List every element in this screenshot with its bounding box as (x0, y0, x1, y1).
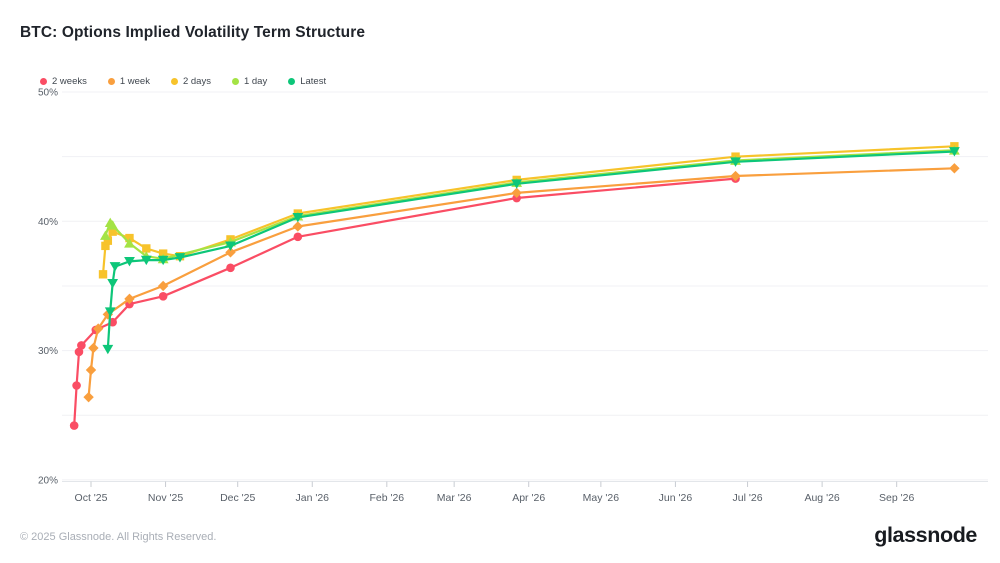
x-tick-label-oct-25: Oct '25 (75, 492, 108, 504)
series-latest (102, 147, 960, 355)
data-point-1-week (85, 364, 97, 376)
x-tick-label-apr-26: Apr '26 (512, 492, 545, 504)
data-point-latest (124, 256, 135, 267)
x-tick-label-aug-26: Aug '26 (804, 492, 839, 504)
series-2-weeks (69, 174, 740, 430)
legend-dot-latest (288, 78, 296, 85)
series-1-week (83, 163, 960, 403)
legend-label-1-week: 1 week (119, 76, 150, 87)
data-point-latest (157, 255, 169, 266)
copyright-text: © 2025 Glassnode. All Rights Reserved. (20, 531, 217, 543)
y-tick-label-20: 20% (38, 475, 58, 486)
data-point-1-week (225, 247, 236, 258)
legend-item-2-weeks[interactable]: 2 weeks (40, 76, 87, 87)
legend-dot-1-day (231, 78, 239, 85)
data-point-latest (102, 344, 114, 355)
series-2-days (98, 142, 959, 279)
x-tick-label-nov-25: Nov '25 (148, 492, 183, 504)
y-tick-label-50: 50% (38, 88, 58, 99)
series-line-1-week (87, 167, 956, 399)
legend-label-2-days: 2 days (182, 76, 211, 87)
data-point-1-week (949, 163, 960, 174)
y-tick-label-30: 30% (38, 346, 58, 357)
series-line-2-weeks (73, 177, 737, 427)
page-title: BTC: Options Implied Volatility Term Str… (20, 24, 366, 41)
legend-label-1-day: 1 day (243, 76, 268, 87)
data-point-latest (109, 262, 121, 272)
glassnode-logo: glassnode (874, 523, 977, 547)
data-point-latest (948, 147, 960, 157)
data-point-2-weeks (69, 421, 79, 430)
y-tick-label-40: 40% (38, 217, 58, 228)
data-point-2-weeks (293, 232, 303, 242)
x-tick-label-sep-26: Sep '26 (879, 492, 914, 504)
data-point-latest (225, 241, 236, 251)
data-point-1-week (292, 221, 304, 232)
data-point-1-week (157, 280, 169, 292)
data-point-1-week (83, 391, 94, 403)
data-point-1-day (100, 230, 111, 240)
data-point-1-week (124, 293, 135, 305)
legend-label-latest: Latest (300, 76, 327, 87)
data-point-1-week (93, 323, 104, 334)
data-point-1-week (511, 187, 522, 199)
x-tick-label-jun-26: Jun '26 (659, 492, 693, 504)
data-point-latest (511, 179, 523, 189)
data-point-latest (140, 255, 152, 266)
legend-dot-1-week (107, 78, 115, 85)
legend-item-1-week[interactable]: 1 week (107, 76, 150, 87)
data-point-2-days (142, 244, 151, 253)
legend-dot-2-days (170, 78, 178, 85)
data-point-2-weeks (72, 381, 81, 390)
x-tick-label-jan-26: Jan '26 (295, 492, 329, 504)
x-tick-label-feb-26: Feb '26 (369, 492, 404, 504)
x-tick-label-may-26: May '26 (583, 492, 620, 504)
data-point-2-weeks (158, 291, 168, 301)
data-point-latest (104, 307, 116, 317)
legend-item-latest[interactable]: Latest (288, 76, 326, 87)
data-point-latest (107, 278, 119, 289)
data-point-2-weeks (226, 263, 235, 273)
legend-dot-2-weeks (40, 78, 47, 85)
data-point-1-week (88, 342, 99, 354)
data-point-2-days (98, 270, 108, 279)
x-tick-label-jul-26: Jul '26 (733, 492, 763, 504)
x-tick-label-dec-25: Dec '25 (220, 492, 255, 504)
data-point-2-weeks (74, 347, 84, 357)
legend-item-1-day[interactable]: 1 day (231, 76, 268, 87)
data-point-1-day (107, 220, 119, 230)
data-point-2-weeks (77, 341, 86, 350)
data-point-1-day (124, 238, 135, 248)
data-point-1-week (730, 170, 741, 182)
legend-item-2-days[interactable]: 2 days (170, 76, 211, 87)
data-point-latest (730, 157, 741, 167)
chart-legend: 2 weeks 1 week 2 days 1 day Latest (40, 76, 326, 87)
legend-label-2-weeks: 2 weeks (52, 76, 87, 87)
x-tick-label-mar-26: Mar '26 (437, 492, 472, 504)
data-point-latest (174, 253, 186, 263)
data-point-latest (292, 213, 304, 223)
